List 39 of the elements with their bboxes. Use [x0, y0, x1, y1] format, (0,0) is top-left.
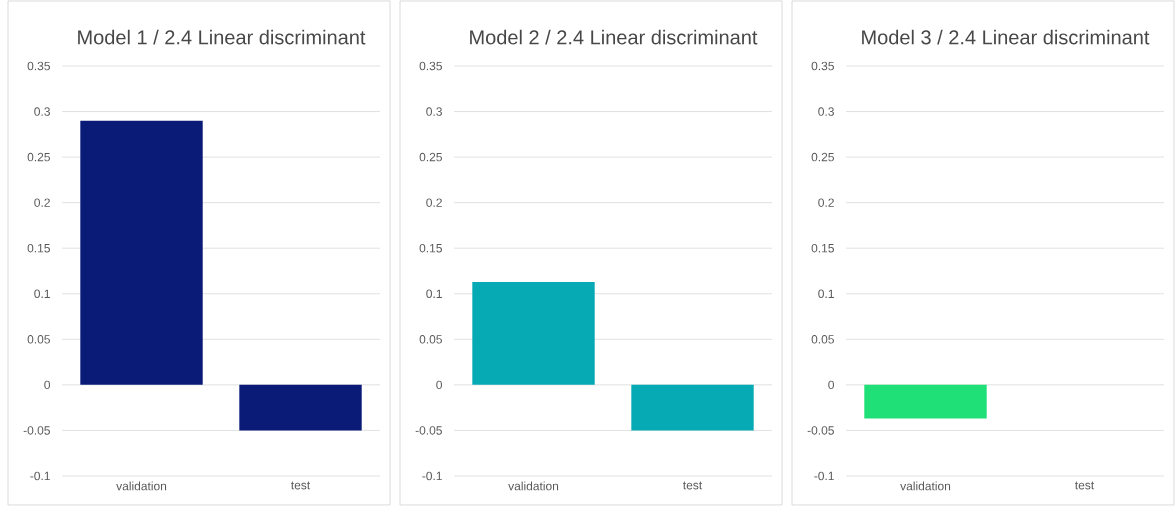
- chart-title: Model 1 / 2.4 Linear discriminant: [78, 29, 366, 45]
- x-tick-label: test: [683, 481, 703, 490]
- y-tick-label: 0.05: [27, 335, 50, 344]
- y-tick-label: 0.05: [419, 335, 442, 344]
- y-tick-label: 0.25: [27, 152, 50, 162]
- y-tick-label: -0.05: [807, 426, 834, 435]
- chart-title: Model 2 / 2.4 Linear discriminant: [470, 29, 758, 45]
- y-tick-label: 0.1: [818, 289, 834, 299]
- y-tick-label: 0.15: [27, 243, 50, 253]
- y-tick-label: 0.2: [34, 198, 50, 207]
- y-tick-label: 0.1: [34, 289, 50, 299]
- y-tick-label: 0.15: [811, 243, 834, 253]
- x-tick-label: test: [291, 481, 311, 490]
- y-tick-label: 0: [44, 380, 51, 390]
- y-tick-label: 0.15: [419, 243, 442, 253]
- y-tick-label: 0.05: [811, 335, 834, 344]
- y-tick-label: -0.1: [30, 471, 50, 481]
- chart-title: Model 3 / 2.4 Linear discriminant: [862, 29, 1150, 45]
- y-tick-label: 0.2: [818, 198, 834, 207]
- y-tick-label: -0.05: [23, 426, 50, 435]
- y-tick-label: 0.35: [419, 61, 442, 71]
- y-tick-label: 0.25: [419, 152, 442, 162]
- y-tick-label: 0: [436, 380, 443, 390]
- x-tick-label: test: [1075, 481, 1095, 490]
- x-tick-label: validation: [508, 481, 559, 491]
- x-tick-label: validation: [116, 481, 167, 491]
- y-tick-label: -0.05: [415, 426, 442, 435]
- x-tick-label: validation: [900, 481, 951, 491]
- y-tick-label: 0.35: [811, 61, 834, 71]
- y-tick-label: 0.1: [426, 289, 442, 299]
- y-tick-label: 0.3: [34, 107, 50, 116]
- y-tick-label: 0.25: [811, 152, 834, 162]
- y-tick-label: 0.3: [818, 107, 834, 116]
- y-tick-label: 0.35: [27, 61, 50, 71]
- y-tick-label: 0: [828, 380, 834, 390]
- y-tick-label: 0.2: [426, 198, 442, 207]
- y-tick-label: -0.1: [422, 471, 442, 481]
- y-tick-label: -0.1: [814, 471, 834, 481]
- y-tick-label: 0.3: [426, 107, 442, 116]
